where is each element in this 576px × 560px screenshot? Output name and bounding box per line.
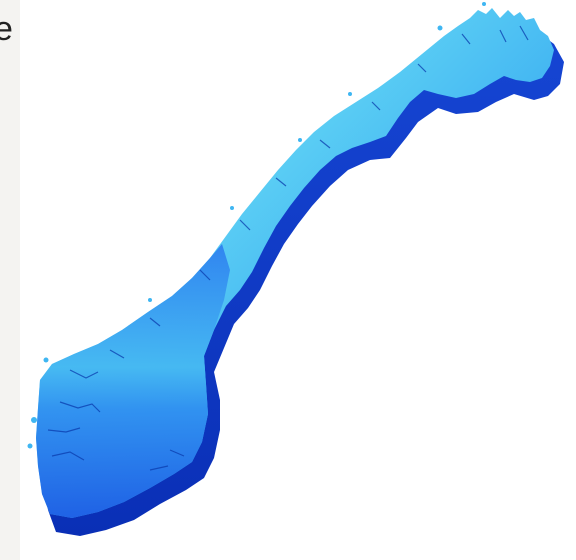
clipped-edge-text: e (0, 10, 13, 48)
map-south-face (36, 244, 230, 518)
left-margin-strip: e (0, 0, 20, 560)
map-fjord-lines (47, 25, 529, 471)
map-islands (27, 2, 486, 449)
